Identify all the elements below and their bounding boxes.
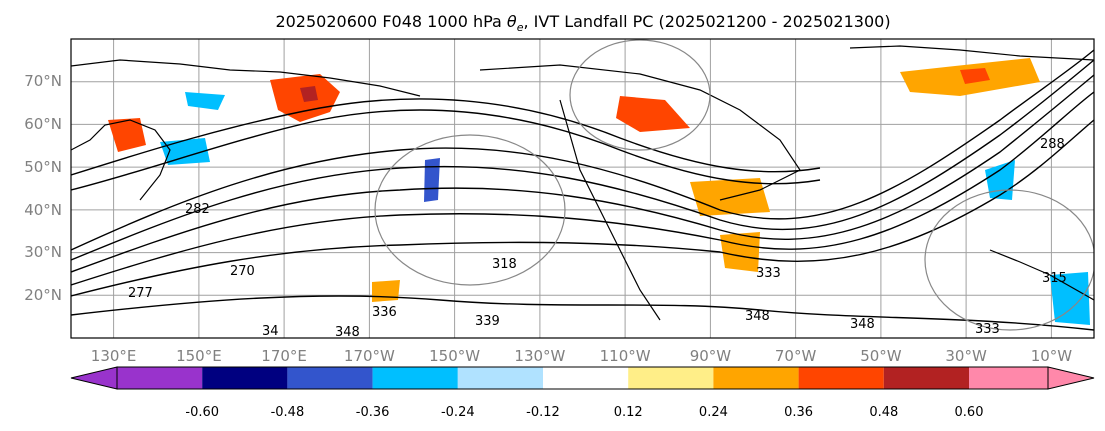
colorbar-segment <box>713 367 799 389</box>
colorbar-segment <box>969 367 1048 389</box>
lon-label: 10°W <box>1031 347 1073 365</box>
title-prefix: 2025020600 F048 1000 hPa <box>275 12 506 31</box>
colorbar-segment <box>287 367 373 389</box>
colorbar-frame <box>116 366 1049 390</box>
colorbar-tick: -0.36 <box>356 405 390 420</box>
colorbar-tick: 0.12 <box>614 405 643 420</box>
contour-label: 348 <box>850 317 875 332</box>
map-panel: 282 270 277 318 333 348 336 339 348 333 … <box>70 38 1095 340</box>
colorbar-segment <box>372 367 458 389</box>
contour-label: 348 <box>335 325 360 340</box>
colorbar-segment <box>202 367 288 389</box>
lat-labels: 20°N 30°N 40°N 50°N 60°N 70°N <box>24 72 62 304</box>
colorbar-segment <box>628 367 714 389</box>
colorbar-tick: -0.48 <box>271 405 305 420</box>
contour-label: 288 <box>1040 137 1065 152</box>
contour-label: 277 <box>128 286 153 301</box>
mslp-contours <box>374 39 1094 331</box>
pc-shading <box>108 58 1090 325</box>
map-frame <box>70 38 1095 339</box>
title-theta: θ <box>507 12 517 31</box>
lon-label: 30°W <box>945 347 987 365</box>
contour-label: 333 <box>975 322 1000 337</box>
colorbar-segment <box>117 367 203 389</box>
contour-label: 318 <box>492 257 517 272</box>
lon-label: 70°W <box>775 347 817 365</box>
contour-label: 34 <box>262 324 279 339</box>
contour-label: 315 <box>1042 271 1067 286</box>
colorbar-tick: -0.60 <box>185 405 219 420</box>
lat-label: 50°N <box>24 158 62 176</box>
colorbar-segment <box>798 367 884 389</box>
lon-label: 150°E <box>176 347 222 365</box>
lon-label: 90°W <box>690 347 732 365</box>
title-suffix: , IVT Landfall PC (2025021200 - 20250213… <box>524 12 891 31</box>
lat-label: 70°N <box>24 72 62 90</box>
lat-label: 30°N <box>24 243 62 261</box>
lat-label: 60°N <box>24 115 62 133</box>
colorbar-tick: -0.12 <box>526 405 560 420</box>
lon-labels: 130°E 150°E 170°E 170°W 150°W 130°W 110°… <box>91 347 1072 365</box>
lon-label: 170°W <box>344 347 395 365</box>
colorbar-tick: 0.24 <box>699 405 728 420</box>
colorbar-segment <box>543 367 629 389</box>
lat-label: 20°N <box>24 286 62 304</box>
lon-label: 50°W <box>860 347 902 365</box>
colorbar-tick: 0.60 <box>955 405 984 420</box>
colorbar-tick: -0.24 <box>441 405 475 420</box>
contour-label: 333 <box>756 266 781 281</box>
title-theta-sub: e <box>517 21 524 34</box>
contour-label: 348 <box>745 309 770 324</box>
colorbar-extend-high <box>1047 366 1095 390</box>
theta-e-contours <box>71 49 1094 331</box>
contour-label: 270 <box>230 264 255 279</box>
colorbar-tick: 0.36 <box>784 405 813 420</box>
contour-labels: 282 270 277 318 333 348 336 339 348 333 … <box>128 137 1067 340</box>
colorbar-segment <box>457 367 543 389</box>
contour-label: 282 <box>185 202 210 217</box>
lon-label: 130°E <box>91 347 137 365</box>
colorbar-extend-low <box>70 366 118 390</box>
colorbar: -0.60 -0.48 -0.36 -0.24 -0.12 0.12 0.24 … <box>70 366 1095 420</box>
figure-title: 2025020600 F048 1000 hPa θe, IVT Landfal… <box>275 12 890 34</box>
lon-label: 130°W <box>514 347 565 365</box>
lon-label: 110°W <box>600 347 651 365</box>
colorbar-tick: 0.48 <box>869 405 898 420</box>
contour-label: 339 <box>475 314 500 329</box>
contour-label: 336 <box>372 305 397 320</box>
lat-label: 40°N <box>24 201 62 219</box>
colorbar-segment <box>883 367 969 389</box>
lon-label: 150°W <box>429 347 480 365</box>
lon-label: 170°E <box>261 347 307 365</box>
